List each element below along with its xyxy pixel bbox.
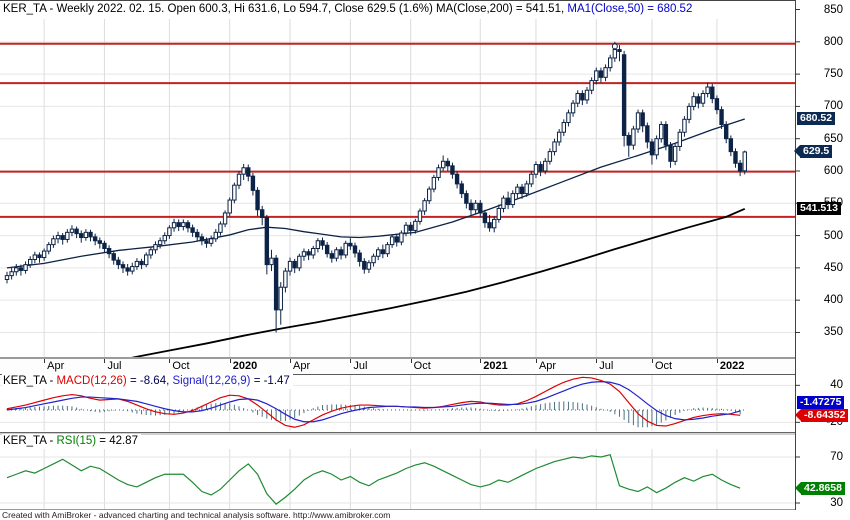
y-axis-label: 800: [823, 35, 843, 48]
signal-line: [6, 381, 741, 423]
x-axis-tick: [229, 359, 231, 363]
x-axis-label: Jul: [353, 360, 368, 372]
x-axis-label: 2022: [719, 360, 745, 372]
amibroker-credit: Created with AmiBroker - advanced charti…: [2, 510, 391, 520]
x-axis-label: 2020: [232, 360, 258, 372]
title-segment: = -1.47: [250, 375, 290, 387]
x-axis-label: Jul: [107, 360, 122, 372]
rsi-axis-ticks: [795, 456, 800, 504]
macd-histogram: [6, 401, 741, 428]
x-axis-tick: [104, 359, 106, 363]
x-axis-label: Apr: [47, 360, 65, 372]
title-segment: KER_TA -: [3, 375, 57, 387]
y-axis-label: 600: [823, 164, 843, 177]
y-axis-label: 450: [823, 261, 843, 274]
x-axis-label: Oct: [413, 360, 431, 372]
y-axis-label: 850: [823, 3, 843, 16]
title-segment: Signal(12,26,9): [172, 375, 251, 387]
x-axis-label: Apr: [293, 360, 311, 372]
y-axis-label: 650: [823, 132, 843, 145]
macd-pane-title: KER_TA - MACD(12,26) = -8.64, Signal(12,…: [2, 374, 293, 389]
y-axis-label: 500: [823, 229, 843, 242]
x-axis-label: Oct: [654, 360, 673, 372]
resistance-lines: [0, 42, 795, 218]
rsi-pane-title: KER_TA - RSI(15) = 42.87: [2, 434, 141, 449]
title-segment: KER_TA - Weekly 2022. 02. 15. Open 600.3…: [3, 3, 568, 15]
y-axis-label: 750: [823, 68, 843, 81]
x-axis-tick: [535, 359, 537, 363]
y-axis-label: 70: [830, 451, 843, 463]
date-axis: Apr Jul Oct 2020 Apr Jul Oct 2021 Apr Jul Oct 2022: [0, 357, 795, 375]
x-axis-label: Apr: [538, 360, 557, 372]
title-segment: = -8.64,: [126, 375, 173, 387]
pane-separator: [0, 509, 795, 510]
x-axis-label: Jul: [599, 360, 614, 372]
x-axis-label: Oct: [172, 360, 190, 372]
x-axis-tick: [716, 359, 718, 363]
price-pane-title: KER_TA - Weekly 2022. 02. 15. Open 600.3…: [2, 2, 696, 17]
peak-marker: [611, 43, 618, 50]
title-segment: = 42.87: [96, 435, 138, 447]
plot-right-border: [795, 0, 796, 510]
macd-line: [6, 376, 741, 428]
rsi-gridlines: [0, 449, 795, 509]
macd-value-tag: -8.64352: [794, 409, 849, 423]
pane-top-border: [0, 0, 796, 1]
y-axis-label: 350: [823, 326, 843, 339]
title-segment: MA1(Close,50) = 680.52: [567, 3, 693, 15]
y-axis-label: 40: [830, 379, 843, 392]
last-close-tag: 629.5: [793, 145, 833, 159]
pane-separator: [0, 433, 795, 435]
y-axis-label: 700: [823, 100, 843, 113]
pane-separator: [0, 432, 795, 433]
x-axis-tick: [44, 359, 46, 363]
y-axis-label: 400: [823, 294, 843, 307]
ma200-line: [132, 207, 746, 359]
signal-value-tag: -1.47275: [797, 395, 845, 409]
title-segment: RSI(15): [56, 435, 97, 447]
x-axis-tick: [596, 359, 598, 363]
x-axis-tick: [651, 359, 653, 363]
x-axis-tick: [290, 359, 292, 363]
price-axis-ticks: [795, 9, 800, 333]
candlestick-series: [4, 41, 747, 333]
x-axis-tick: [480, 359, 482, 363]
x-axis-label: 2021: [483, 360, 508, 372]
rsi-value-tag: 42.8658: [795, 481, 845, 495]
x-axis-tick: [169, 359, 171, 363]
macd-axis-ticks: [795, 384, 800, 423]
macd-gridlines: [0, 374, 795, 431]
ma50-value-tag: 680.52: [797, 112, 836, 126]
title-segment: KER_TA -: [3, 435, 57, 447]
rsi-line: [6, 453, 741, 505]
title-segment: MACD(12,26): [56, 375, 127, 387]
x-axis-tick: [410, 359, 412, 363]
y-axis-label: 30: [830, 497, 843, 509]
x-axis-tick: [350, 359, 352, 363]
ma200-value-tag: 541.513: [797, 202, 841, 216]
